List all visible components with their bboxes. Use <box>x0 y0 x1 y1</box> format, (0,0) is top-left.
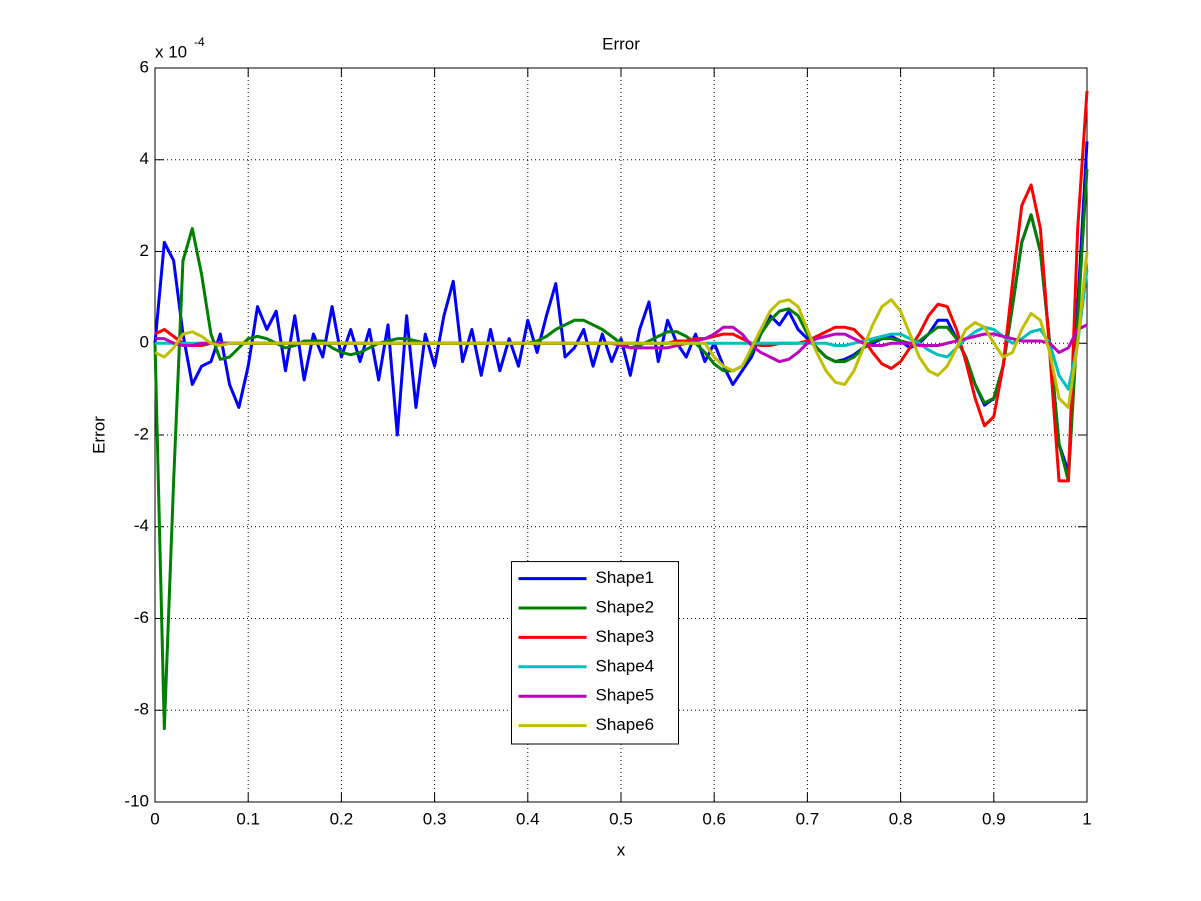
x-tick-label: 0.7 <box>796 809 820 828</box>
x-tick-label: 0.1 <box>236 809 260 828</box>
x-tick-label: 0.4 <box>516 809 540 828</box>
legend-label: Shape1 <box>596 568 655 587</box>
y-multiplier: x 10 <box>155 42 187 61</box>
y-tick-label: -10 <box>124 791 149 810</box>
y-tick-label: 0 <box>140 333 149 352</box>
x-tick-label: 0.9 <box>982 809 1006 828</box>
series-line <box>154 251 1089 409</box>
chart-title: Error <box>602 34 640 53</box>
series-line <box>153 141 1089 474</box>
x-tick-label: 0 <box>150 809 159 828</box>
y-tick-label: -6 <box>134 608 149 627</box>
legend-box <box>511 561 679 745</box>
legend-label: Shape6 <box>596 715 655 734</box>
y-tick-label: 2 <box>140 241 149 260</box>
plot-frame <box>154 67 1088 803</box>
y-axis-label: Error <box>89 416 108 454</box>
legend-label: Shape2 <box>596 597 655 616</box>
y-tick-label: -4 <box>134 516 149 535</box>
x-tick-label: 0.8 <box>889 809 913 828</box>
y-tick-label: -2 <box>134 424 149 443</box>
y-tick-label: 4 <box>140 149 149 168</box>
x-tick-label: 1 <box>1082 809 1091 828</box>
y-tick-label: 6 <box>140 57 149 76</box>
x-tick-label: 0.5 <box>609 809 633 828</box>
legend-label: Shape5 <box>596 686 655 705</box>
x-tick-label: 0.2 <box>330 809 354 828</box>
y-tick-label: -8 <box>134 700 149 719</box>
legend-label: Shape3 <box>596 627 655 646</box>
legend-label: Shape4 <box>596 656 655 675</box>
x-axis-label: x <box>617 840 626 859</box>
x-tick-label: 0.3 <box>423 809 447 828</box>
x-tick-label: 0.6 <box>702 809 726 828</box>
y-multiplier-exponent: -4 <box>194 35 205 49</box>
